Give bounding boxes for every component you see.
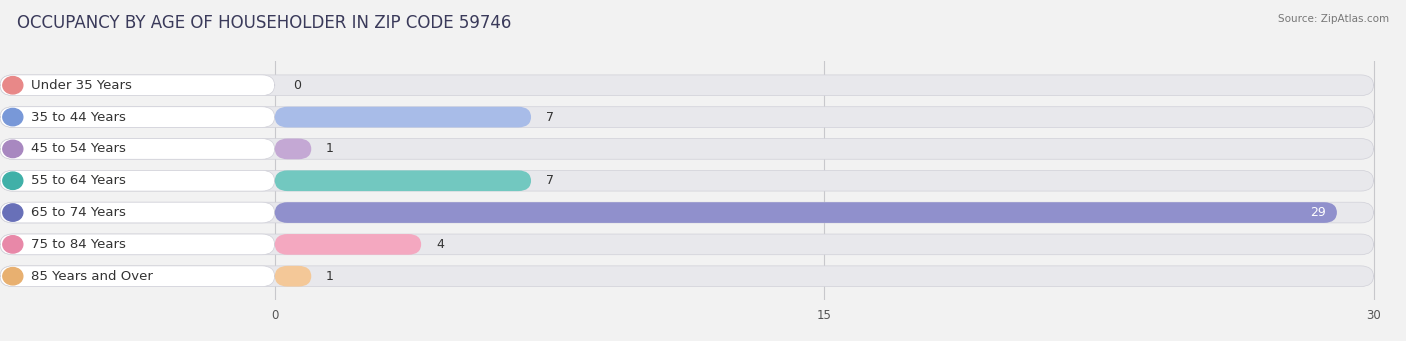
FancyBboxPatch shape bbox=[274, 138, 311, 159]
Text: 0: 0 bbox=[292, 79, 301, 92]
FancyBboxPatch shape bbox=[0, 75, 274, 95]
Circle shape bbox=[3, 140, 22, 158]
FancyBboxPatch shape bbox=[0, 138, 274, 159]
FancyBboxPatch shape bbox=[0, 234, 1374, 255]
Text: Source: ZipAtlas.com: Source: ZipAtlas.com bbox=[1278, 14, 1389, 24]
FancyBboxPatch shape bbox=[0, 170, 1374, 191]
FancyBboxPatch shape bbox=[274, 107, 531, 128]
Text: 29: 29 bbox=[1310, 206, 1326, 219]
FancyBboxPatch shape bbox=[274, 266, 311, 286]
FancyBboxPatch shape bbox=[0, 107, 1374, 128]
Text: 75 to 84 Years: 75 to 84 Years bbox=[31, 238, 127, 251]
FancyBboxPatch shape bbox=[274, 170, 531, 191]
FancyBboxPatch shape bbox=[0, 202, 1374, 223]
FancyBboxPatch shape bbox=[0, 107, 274, 128]
FancyBboxPatch shape bbox=[274, 234, 422, 255]
Text: 35 to 44 Years: 35 to 44 Years bbox=[31, 110, 127, 123]
FancyBboxPatch shape bbox=[0, 138, 1374, 159]
Text: 1: 1 bbox=[326, 143, 333, 155]
Text: 1: 1 bbox=[326, 270, 333, 283]
Circle shape bbox=[3, 236, 22, 253]
Circle shape bbox=[3, 172, 22, 189]
FancyBboxPatch shape bbox=[0, 234, 274, 255]
Text: 55 to 64 Years: 55 to 64 Years bbox=[31, 174, 127, 187]
Text: 4: 4 bbox=[436, 238, 444, 251]
FancyBboxPatch shape bbox=[0, 266, 274, 286]
Circle shape bbox=[3, 108, 22, 126]
Circle shape bbox=[3, 204, 22, 221]
FancyBboxPatch shape bbox=[274, 202, 1337, 223]
Text: 7: 7 bbox=[546, 174, 554, 187]
Text: Under 35 Years: Under 35 Years bbox=[31, 79, 132, 92]
Circle shape bbox=[3, 77, 22, 94]
Text: 7: 7 bbox=[546, 110, 554, 123]
FancyBboxPatch shape bbox=[0, 202, 274, 223]
Text: 85 Years and Over: 85 Years and Over bbox=[31, 270, 153, 283]
FancyBboxPatch shape bbox=[0, 75, 1374, 95]
Text: 45 to 54 Years: 45 to 54 Years bbox=[31, 143, 127, 155]
Text: OCCUPANCY BY AGE OF HOUSEHOLDER IN ZIP CODE 59746: OCCUPANCY BY AGE OF HOUSEHOLDER IN ZIP C… bbox=[17, 14, 512, 32]
FancyBboxPatch shape bbox=[0, 170, 274, 191]
Circle shape bbox=[3, 268, 22, 285]
FancyBboxPatch shape bbox=[0, 266, 1374, 286]
Text: 65 to 74 Years: 65 to 74 Years bbox=[31, 206, 127, 219]
